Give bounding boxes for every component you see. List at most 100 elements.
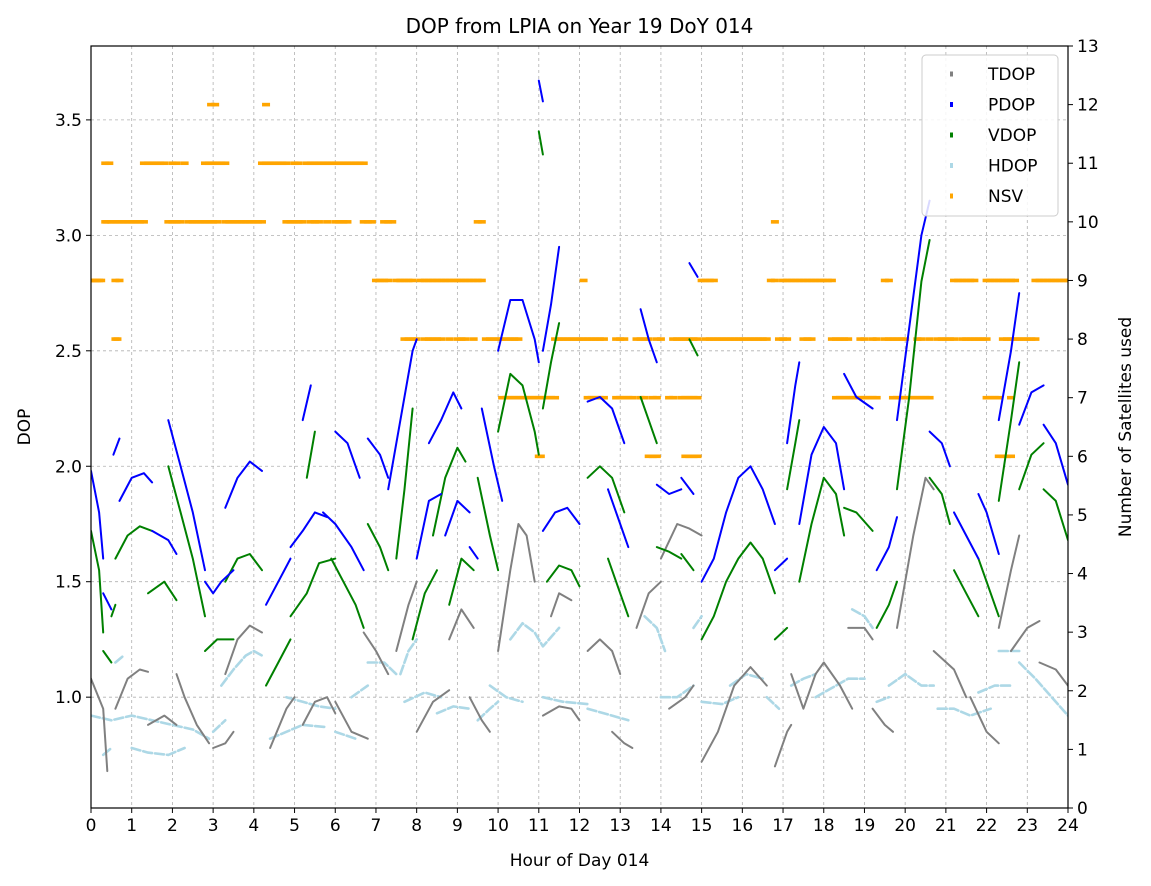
pdop-segment [1042, 423, 1068, 486]
tdop-segment [932, 650, 968, 699]
series-pdop [91, 79, 1068, 611]
x-tick-label: 19 [854, 816, 876, 836]
nsv-point [298, 220, 307, 224]
nsv-point [477, 278, 486, 283]
nsv-point [697, 278, 706, 283]
vdop-segment [680, 553, 695, 572]
tdop-segment [468, 696, 491, 733]
nsv-point [738, 337, 747, 341]
legend-box [921, 54, 1059, 217]
tdop-segment [362, 631, 390, 676]
x-axis: 0 1 2 3 4 5 6 7 8 9 10 11 12 13 14 15 16 17 18 19 20 21 22 23 24 [86, 808, 1079, 836]
pdop-segment [688, 262, 699, 278]
nsv-point [599, 395, 608, 400]
nsv-point [945, 337, 954, 341]
nsv-point [257, 220, 266, 224]
nsv-point [428, 278, 437, 283]
nsv-point [563, 337, 572, 341]
nsv-point [827, 278, 836, 283]
nsv-point [950, 278, 959, 283]
pdop-segment [118, 472, 154, 502]
nsv-point [1007, 337, 1016, 341]
nsv-point [579, 337, 588, 341]
hdop-segment [936, 707, 993, 717]
nsv-point [1011, 337, 1020, 341]
nsv-point [1039, 278, 1048, 283]
pdop-segment [541, 245, 561, 352]
nsv-point [306, 161, 315, 166]
nsv-point [139, 220, 148, 224]
pdop-segment [301, 384, 312, 422]
nsv-point [1002, 337, 1011, 341]
vdop-segment [843, 506, 874, 532]
tdop-segment [773, 723, 793, 768]
nsv-point [331, 220, 340, 224]
hdop-segment [91, 714, 211, 741]
nsv-point [241, 220, 250, 224]
nsv-point [314, 161, 323, 166]
vdop-segment [541, 322, 561, 410]
nsv-point [583, 395, 592, 400]
nsv-point [274, 161, 283, 166]
pdop-segment [497, 299, 540, 364]
nsv-point [897, 337, 906, 341]
tdop-segment [997, 534, 1021, 629]
x-tick-label: 5 [289, 816, 300, 836]
nsv-point [119, 220, 128, 224]
vdop-segment [773, 626, 789, 641]
nsv-point [359, 220, 368, 224]
y-tick-label: 1.5 [55, 573, 82, 593]
nsv-point [941, 337, 950, 341]
nsv-point [705, 278, 714, 283]
vdop-segment [607, 557, 630, 618]
nsv-point [591, 337, 600, 341]
nsv-point [966, 337, 975, 341]
legend-marker-vdop [950, 132, 953, 138]
hdop-segment [692, 614, 703, 630]
nsv-point [168, 220, 177, 224]
nsv-point [693, 454, 702, 459]
hdop-segment [850, 608, 874, 630]
tdop-segment [969, 696, 1000, 745]
tdop-segment [659, 523, 703, 560]
hdop-segment [350, 684, 370, 699]
legend-label-pdop: PDOP [988, 96, 1035, 116]
nsv-point [982, 395, 991, 400]
nsv-point [453, 337, 462, 341]
tdop-segment [635, 580, 662, 629]
vdop-segment [476, 476, 500, 572]
nsv-point [856, 337, 865, 341]
nsv-point [506, 337, 515, 341]
nsv-point [836, 337, 845, 341]
nsv-point [856, 395, 865, 400]
nsv-point [221, 161, 230, 166]
y2-tick-label: 5 [1077, 506, 1088, 526]
nsv-point [518, 395, 527, 400]
x-tick-label: 16 [732, 816, 754, 836]
nsv-point [205, 220, 214, 224]
vdop-segment [305, 430, 316, 479]
nsv-point [207, 102, 216, 107]
pdop-segment [468, 546, 479, 560]
tdop-segment [611, 730, 634, 749]
pdop-segment [415, 493, 443, 560]
nsv-point [583, 337, 592, 341]
y-tick-label: 1.0 [55, 688, 82, 708]
x-axis-title: Hour of Day 014 [510, 851, 650, 871]
pdop-segment [773, 557, 789, 572]
vdop-segment [953, 569, 980, 618]
nsv-point [335, 161, 344, 166]
tdop-segment [586, 638, 622, 676]
nsv-point [762, 337, 771, 341]
nsv-point [367, 220, 376, 224]
nsv-point [868, 395, 877, 400]
nsv-point [453, 278, 462, 283]
nsv-point [990, 395, 999, 400]
nsv-point [860, 395, 869, 400]
nsv-point [730, 337, 739, 341]
pdop-segment [700, 465, 776, 583]
x-tick-label: 21 [935, 816, 957, 836]
legend-label-tdop: TDOP [987, 65, 1035, 85]
nsv-point [669, 337, 678, 341]
nsv-point [571, 337, 580, 341]
